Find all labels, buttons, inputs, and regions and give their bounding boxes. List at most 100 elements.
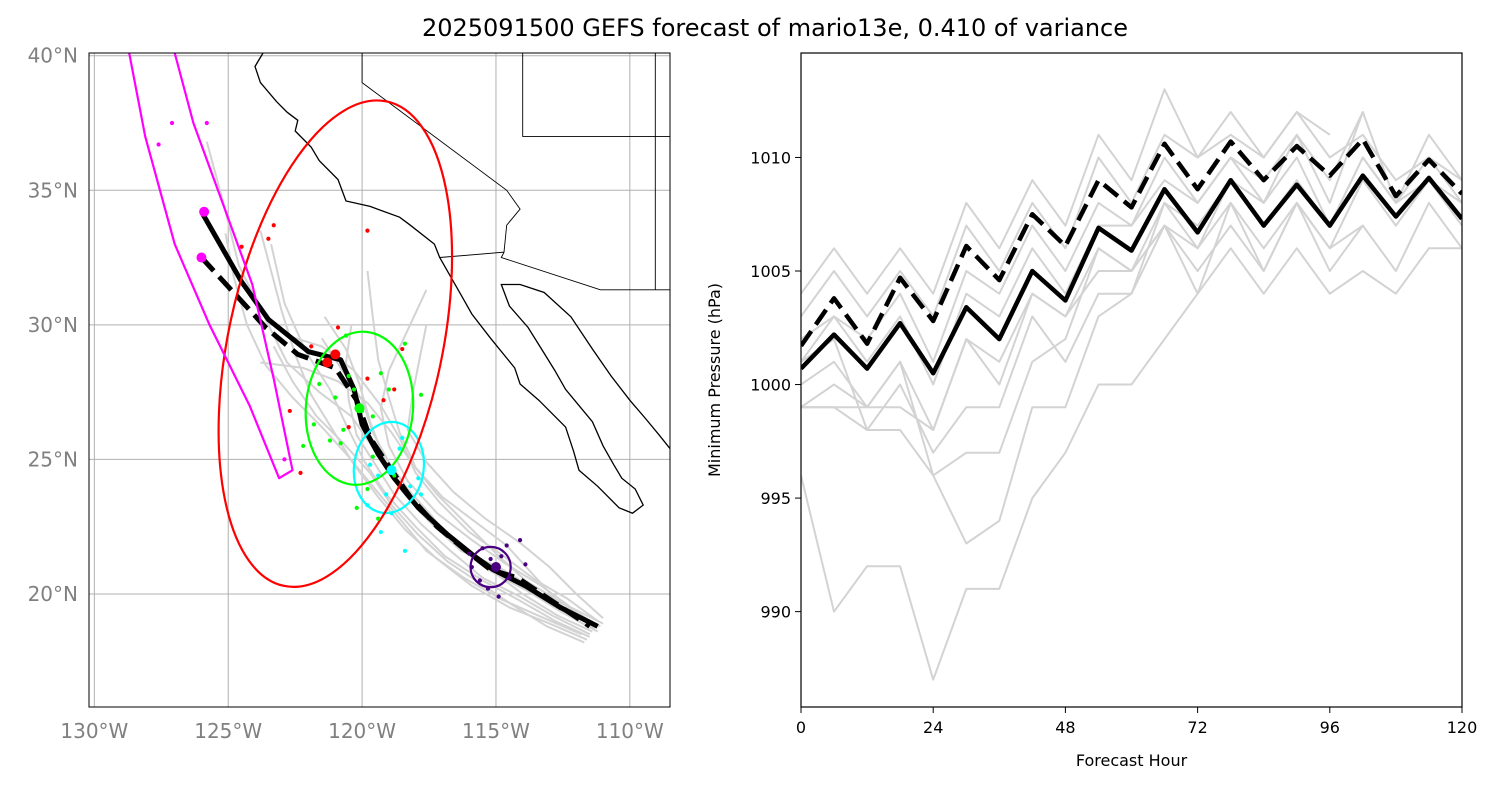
ensemble-track — [345, 324, 591, 636]
ensemble-track — [321, 337, 593, 633]
lat-tick-label: 30°N — [28, 313, 78, 337]
lat-tick-label: 40°N — [28, 44, 78, 68]
member-position-dot — [298, 470, 303, 475]
member-position-dot — [156, 142, 161, 147]
mean-position-dot — [322, 357, 333, 368]
member-position-dot — [338, 441, 343, 446]
x-axis-label: Forecast Hour — [1076, 751, 1188, 770]
member-position-dot — [346, 373, 351, 379]
member-position-dot — [365, 376, 370, 381]
member-position-dot — [397, 446, 402, 451]
pressure-chart-panel: 0 24 48 72 96 120 990 995 1000 1005 1010 Forecast … — [705, 52, 1477, 770]
member-position-dot — [365, 228, 370, 233]
member-position-dot — [370, 414, 375, 419]
member-position-dot — [402, 548, 408, 554]
lat-tick-label: 20°N — [28, 582, 78, 606]
lon-tick-label: 110°W — [596, 719, 664, 743]
y-tick-label: 995 — [760, 489, 791, 508]
member-position-dot — [378, 371, 383, 376]
member-position-dot — [477, 578, 483, 583]
ellipse-96h — [128, 53, 294, 480]
mean-position-dot — [386, 465, 397, 476]
member-position-dot — [341, 427, 346, 432]
y-tick-label: 990 — [760, 603, 791, 622]
ensemble-pressure-line — [801, 201, 1364, 431]
member-position-dot — [418, 492, 424, 497]
ensemble-track — [270, 243, 591, 638]
member-position-dot — [370, 454, 375, 459]
member-position-dot — [392, 387, 397, 392]
member-position-dot — [402, 341, 408, 346]
x-tick-label: 96 — [1320, 718, 1340, 737]
y-tick-label: 1010 — [750, 148, 791, 167]
member-position-dot — [504, 543, 509, 548]
member-position-dot — [376, 473, 381, 478]
member-position-dot — [507, 575, 512, 580]
y-tick-label: 1000 — [750, 376, 791, 395]
ensemble-pressure-line — [801, 88, 1331, 295]
member-position-dot — [365, 486, 370, 492]
member-position-dot — [408, 484, 413, 489]
member-position-dot — [327, 438, 333, 443]
y-tick-label: 1005 — [750, 262, 791, 281]
mean-position-dot — [354, 403, 365, 414]
member-position-dot — [317, 381, 322, 387]
pressure-ticks: 0 24 48 72 96 120 990 995 1000 1005 1010 — [750, 148, 1477, 737]
member-position-dot — [301, 443, 306, 449]
ensemble-track — [224, 233, 582, 636]
mean-pressure-line — [801, 173, 1462, 376]
mean-pressure-line-dashed — [801, 137, 1462, 348]
coastline-path — [254, 53, 670, 514]
mean-position-dot — [196, 252, 207, 263]
ellipse-72h — [217, 99, 454, 588]
member-position-dot — [287, 408, 292, 414]
member-position-dot — [282, 457, 287, 462]
member-position-dot — [266, 236, 271, 241]
lon-tick-label: 125°W — [194, 719, 262, 743]
member-position-dot — [469, 564, 474, 570]
x-tick-label: 72 — [1187, 718, 1207, 737]
political-borders — [361, 53, 670, 291]
member-position-dot — [309, 344, 314, 349]
map-frame — [88, 52, 671, 708]
border-line — [439, 251, 670, 291]
member-position-dot — [239, 244, 244, 249]
member-position-dot — [343, 333, 349, 338]
mean-tracks — [199, 210, 599, 629]
member-position-dot — [351, 387, 357, 392]
member-position-dot — [416, 476, 421, 481]
member-position-dot — [499, 554, 504, 559]
member-position-dot — [368, 462, 373, 467]
pressure-series — [801, 88, 1462, 681]
member-position-dot — [386, 387, 391, 392]
ensemble-pressure-line — [801, 201, 1462, 545]
map-tick-labels: 130°W 125°W 120°W 115°W 110°W 20°N 25°N 30°N 35°… — [28, 44, 664, 743]
map-gridlines — [89, 53, 670, 707]
track-map-panel: 130°W 125°W 120°W 115°W 110°W 20°N 25°N 30°N 35°… — [28, 44, 671, 743]
x-tick-label: 120 — [1447, 718, 1478, 737]
lat-tick-label: 35°N — [28, 178, 78, 202]
lon-tick-label: 130°W — [60, 719, 128, 743]
x-tick-label: 24 — [923, 718, 943, 737]
member-position-dot — [418, 392, 424, 397]
mean-position-dot — [199, 206, 210, 217]
lon-tick-label: 120°W — [328, 719, 396, 743]
member-position-dot — [378, 529, 383, 535]
member-position-dot — [381, 398, 386, 403]
member-position-dot — [485, 586, 491, 591]
member-position-dot — [480, 546, 485, 551]
ensemble-track — [259, 230, 588, 641]
member-position-dot — [523, 562, 528, 567]
pressure-axes-frame — [800, 52, 1463, 708]
ensemble-track — [272, 345, 585, 644]
uncertainty-ellipses — [128, 53, 512, 589]
member-position-dot — [488, 556, 493, 562]
member-position-dot — [271, 223, 276, 228]
ensemble-pressure-line — [801, 111, 1364, 363]
coastline — [254, 53, 670, 514]
member-position-dot — [400, 346, 405, 352]
ensemble-track — [406, 324, 604, 619]
mean-track-solid — [199, 210, 599, 629]
member-position-dot — [389, 511, 394, 516]
